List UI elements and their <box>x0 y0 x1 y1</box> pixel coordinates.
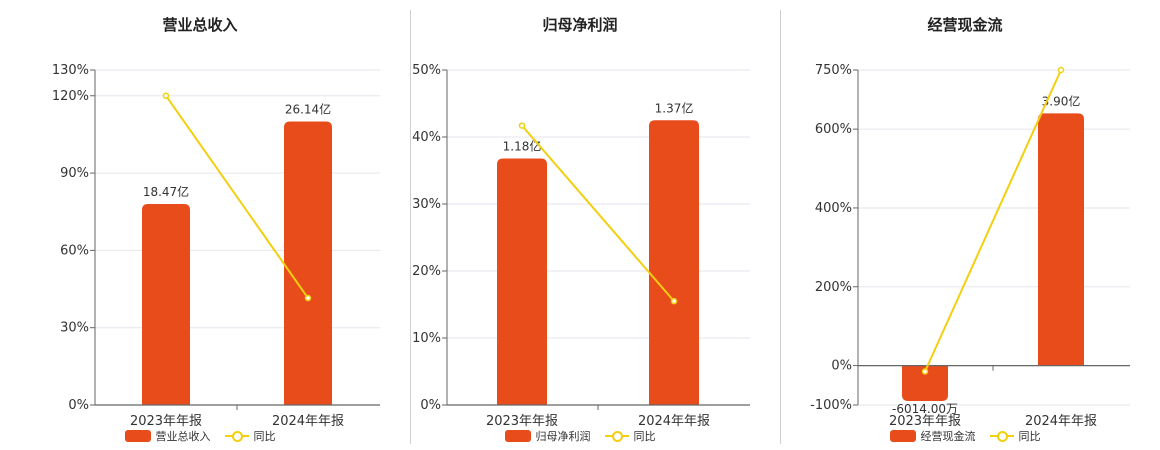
legend: 经营现金流 同比 <box>770 428 1160 444</box>
panel-divider <box>780 10 781 444</box>
legend-bar-swatch <box>889 430 916 442</box>
chart-title: 营业总收入 <box>162 16 238 34</box>
legend-line-label: 同比 <box>633 430 656 443</box>
chart-title: 经营现金流 <box>927 16 1003 34</box>
bar <box>142 204 190 405</box>
y-tick-label: 30% <box>412 197 441 212</box>
y-tick-label: 90% <box>60 166 89 181</box>
yoy-line <box>924 69 1062 372</box>
legend: 归母净利润 同比 <box>390 428 770 444</box>
yoy-point <box>162 92 170 100</box>
y-tick-label: 30% <box>60 321 89 336</box>
y-tick-label: 120% <box>52 89 89 104</box>
data-label: 18.47亿 <box>143 184 189 199</box>
bar <box>284 121 332 406</box>
y-tick-label: 400% <box>815 201 852 216</box>
y-tick-label: -100% <box>810 398 852 413</box>
yoy-point <box>921 368 929 375</box>
x-tick-label: 2024年年报 <box>1025 414 1097 429</box>
legend-bar-label: 营业总收入 <box>155 430 211 443</box>
panel-divider <box>410 10 411 444</box>
chart-panel-cash-flow: 经营现金流 -100% 0% 200% 400% 600% 750% -6014.00万 3.… <box>770 0 1160 450</box>
bar <box>649 120 699 405</box>
x-tick-label: 2023年年报 <box>130 414 202 429</box>
chart-svg-net-profit: 0% 10% 20% 30% 40% 50% 1.18亿 1.37亿 2023年年报 2024年年… <box>412 63 750 429</box>
data-label: 1.18亿 <box>503 138 542 153</box>
x-tick-label: 2023年年报 <box>889 414 961 429</box>
yoy-point <box>304 294 312 302</box>
chart-svg-revenue: 0% 30% 60% 90% 120% 130% 18.47亿 26.14亿 2023年年报 20… <box>52 63 380 429</box>
data-label: -6014.00万 <box>892 402 958 416</box>
y-tick-label: 10% <box>412 331 441 346</box>
legend-bar-swatch <box>504 430 531 442</box>
x-tick-label: 2024年年报 <box>638 414 710 429</box>
y-tick-label: 200% <box>815 280 852 295</box>
legend-line-label: 同比 <box>1018 430 1041 443</box>
y-tick-label: 600% <box>815 122 852 137</box>
bar <box>1038 113 1084 366</box>
legend-line-label: 同比 <box>253 430 276 443</box>
data-label: 1.37亿 <box>655 100 694 115</box>
yoy-point <box>1057 66 1065 74</box>
y-tick-label: 130% <box>52 63 89 78</box>
bar <box>497 158 547 405</box>
y-tick-label: 20% <box>412 264 441 279</box>
x-tick-label: 2024年年报 <box>272 414 344 429</box>
y-tick-label: 60% <box>60 243 89 258</box>
y-tick-label: 0% <box>831 359 852 374</box>
y-tick-label: 750% <box>815 63 852 78</box>
legend-bar-swatch <box>124 430 151 442</box>
yoy-line <box>521 124 675 302</box>
data-label: 26.14亿 <box>285 102 331 117</box>
chart-panel-net-profit: 归母净利润 0% 10% 20% 30% 40% 50% 1.18亿 1.37亿 2023年年报… <box>390 0 770 450</box>
data-label: 3.90亿 <box>1042 93 1081 108</box>
chart-panel-revenue: 营业总收入 0% 30% 60% 90% 120% 130% 18.47亿 26.14亿 202… <box>0 0 400 450</box>
legend-line-swatch <box>224 430 249 442</box>
yoy-line <box>165 95 309 299</box>
chart-title: 归母净利润 <box>542 16 618 34</box>
chart-svg-cash-flow: -100% 0% 200% 400% 600% 750% -6014.00万 3.90亿 202… <box>810 63 1130 429</box>
legend-bar-label: 经营现金流 <box>920 430 976 443</box>
yoy-point <box>670 297 678 305</box>
x-tick-label: 2023年年报 <box>486 414 558 429</box>
y-tick-label: 50% <box>412 63 441 78</box>
legend-bar-label: 归母净利润 <box>535 430 591 443</box>
y-tick-label: 40% <box>412 130 441 145</box>
yoy-point <box>518 122 526 129</box>
y-tick-label: 0% <box>420 398 441 413</box>
y-tick-label: 0% <box>68 398 89 413</box>
legend-line-swatch <box>989 430 1014 442</box>
bar <box>902 365 948 402</box>
legend: 营业总收入 同比 <box>0 428 400 444</box>
legend-line-swatch <box>604 430 629 442</box>
